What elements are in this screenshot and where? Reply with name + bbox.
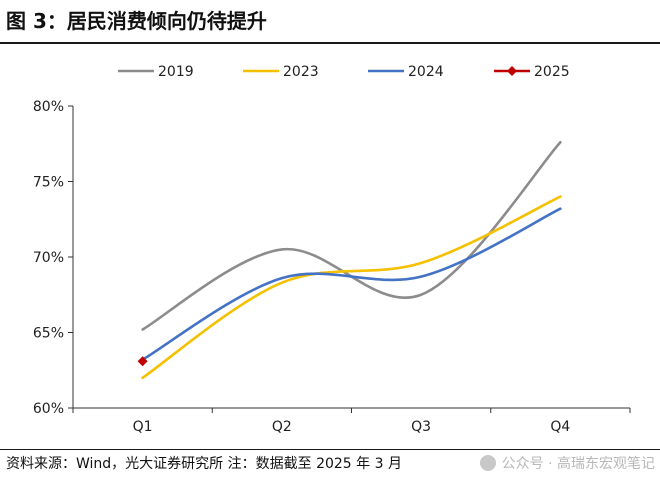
wechat-icon	[479, 455, 496, 471]
series-line-2024	[141, 207, 562, 361]
legend-marker-2025	[507, 66, 517, 76]
watermark-text: 公众号 · 高瑞东宏观笔记	[501, 456, 655, 472]
y-tick-label: 75%	[33, 175, 64, 191]
chart-axes: 60% 65% 70% 75% 80% Q1 Q2 Q3 Q4	[33, 99, 631, 435]
series-line-2019	[141, 140, 562, 331]
legend-label-2019: 2019	[158, 64, 194, 80]
title-divider	[0, 42, 660, 44]
y-tick-label: 65%	[33, 326, 64, 342]
series-line-2023	[141, 195, 562, 380]
y-tick-label: 80%	[33, 99, 64, 115]
legend-label-2025: 2025	[534, 64, 570, 80]
page-title: 图 3：居民消费倾向仍待提升	[6, 9, 267, 33]
source-note: 资料来源：Wind，光大证券研究所 注：数据截至 2025 年 3 月	[6, 456, 402, 472]
y-tick-label: 70%	[33, 250, 64, 266]
x-tick-label: Q2	[272, 419, 292, 435]
source-divider	[0, 449, 660, 450]
x-tick-label: Q1	[133, 419, 153, 435]
watermark: 公众号 · 高瑞东宏观笔记	[405, 452, 655, 476]
x-tick-label: Q3	[411, 419, 431, 435]
legend-label-2024: 2024	[408, 64, 444, 80]
y-tick-label: 60%	[33, 401, 64, 417]
x-tick-label: Q4	[550, 419, 570, 435]
chart-series	[137, 140, 562, 380]
chart-legend: 2019 2023 2024 2025	[118, 64, 570, 80]
series-point-2025	[137, 356, 148, 367]
legend-label-2023: 2023	[283, 64, 319, 80]
